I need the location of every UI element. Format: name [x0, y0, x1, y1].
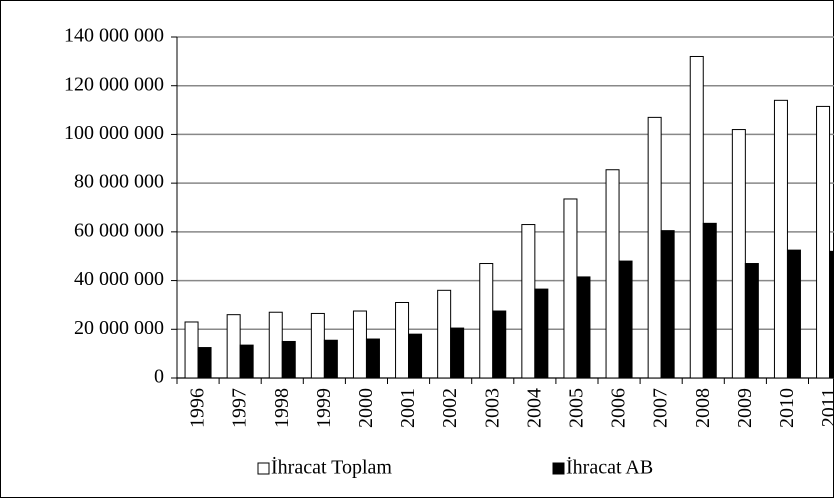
y-tick-label: 40 000 000	[74, 268, 164, 290]
y-tick-label: 100 000 000	[64, 122, 164, 144]
x-tick-label: 2004	[523, 388, 545, 428]
bar	[323, 339, 338, 379]
x-tick-label: 2010	[776, 388, 798, 428]
legend-swatch	[552, 462, 565, 475]
bar	[816, 105, 831, 379]
x-tick-label: 2000	[355, 388, 377, 428]
legend-swatch	[257, 462, 270, 475]
bar	[618, 260, 633, 379]
x-tick-label: 1996	[187, 388, 209, 428]
bar	[437, 289, 452, 379]
bar	[352, 310, 367, 379]
y-tick-label: 20 000 000	[74, 317, 164, 339]
bar	[492, 310, 507, 379]
x-tick-label: 2006	[608, 388, 630, 428]
bar	[226, 314, 241, 379]
bar	[281, 340, 296, 379]
x-tick-label: 2007	[650, 388, 672, 428]
bar	[576, 276, 591, 379]
y-tick-label: 0	[154, 366, 164, 388]
bar	[773, 99, 788, 379]
x-tick-label: 1997	[229, 388, 251, 428]
y-tick-label: 140 000 000	[64, 25, 164, 47]
bar	[744, 263, 759, 379]
bar	[647, 116, 662, 379]
x-tick-label: 1999	[313, 388, 335, 428]
legend-label: İhracat AB	[566, 456, 653, 479]
bar	[310, 312, 325, 379]
bar	[239, 344, 254, 379]
bar	[534, 288, 549, 379]
x-tick-label: 2002	[439, 388, 461, 428]
x-tick-label: 2011	[818, 388, 834, 427]
bar	[731, 129, 746, 379]
x-tick-label: 1998	[271, 388, 293, 428]
bar	[605, 169, 620, 379]
bar	[660, 230, 675, 379]
bar	[563, 198, 578, 379]
legend-label: İhracat Toplam	[271, 456, 392, 479]
bar	[268, 311, 283, 379]
bar	[184, 321, 199, 379]
bar	[702, 222, 717, 379]
bar	[829, 250, 834, 379]
bar	[365, 338, 380, 379]
y-tick-label: 120 000 000	[64, 73, 164, 95]
x-tick-label: 2009	[734, 388, 756, 428]
bar	[408, 333, 423, 379]
x-tick-label: 2005	[566, 388, 588, 428]
y-tick-label: 80 000 000	[74, 171, 164, 193]
bar	[786, 249, 801, 379]
bar	[689, 55, 704, 379]
bar	[479, 263, 494, 379]
x-tick-label: 2008	[692, 388, 714, 428]
bar	[521, 224, 536, 379]
x-tick-label: 2001	[397, 388, 419, 428]
x-tick-label: 2003	[481, 388, 503, 428]
bar	[450, 327, 465, 379]
bar	[395, 301, 410, 379]
bar	[197, 347, 212, 379]
y-tick-label: 60 000 000	[74, 219, 164, 241]
